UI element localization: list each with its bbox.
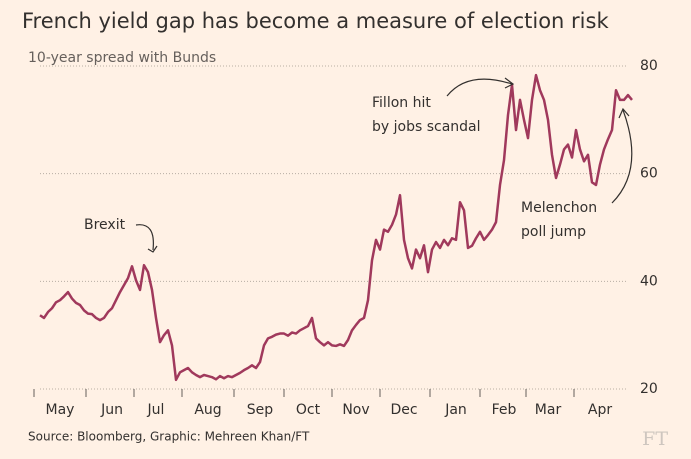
annotation-arrow <box>147 245 158 253</box>
x-tick-label: Aug <box>194 402 221 418</box>
x-tick-label: Dec <box>390 402 417 418</box>
annotation-arrow <box>135 224 154 251</box>
x-tick-label: Jun <box>100 402 123 418</box>
x-tick-label: May <box>46 402 75 418</box>
x-tick-label: Jul <box>147 402 165 418</box>
annotation-arrow <box>611 109 633 204</box>
x-tick-label: Jan <box>444 402 467 418</box>
annotation-arrow <box>504 77 515 89</box>
annotation: Brexit <box>84 217 126 233</box>
x-tick-label: Apr <box>588 402 612 418</box>
x-tick-label: Oct <box>296 402 321 418</box>
logo: FT <box>642 428 668 450</box>
y-tick-label: 40 <box>640 273 658 289</box>
annotation: Fillon hit <box>372 95 431 111</box>
x-tick-label: Sep <box>247 402 274 418</box>
x-tick-label: Nov <box>342 402 369 418</box>
annotation-arrow <box>618 107 630 119</box>
annotation-arrow <box>446 78 513 97</box>
source: Source: Bloomberg, Graphic: Mehreen Khan… <box>28 430 310 444</box>
y-tick-label: 20 <box>640 381 658 397</box>
chart-subtitle: 10-year spread with Bunds <box>28 50 216 66</box>
chart-title: French yield gap has become a measure of… <box>22 9 609 33</box>
annotation: by jobs scandal <box>372 119 481 135</box>
annotation: Melenchon <box>521 200 597 216</box>
x-tick-label: Mar <box>535 402 562 418</box>
annotation: poll jump <box>521 224 586 240</box>
line <box>39 73 633 382</box>
x-tick-label: Feb <box>492 402 517 418</box>
y-tick-label: 60 <box>640 166 658 182</box>
y-tick-label: 80 <box>640 58 658 74</box>
